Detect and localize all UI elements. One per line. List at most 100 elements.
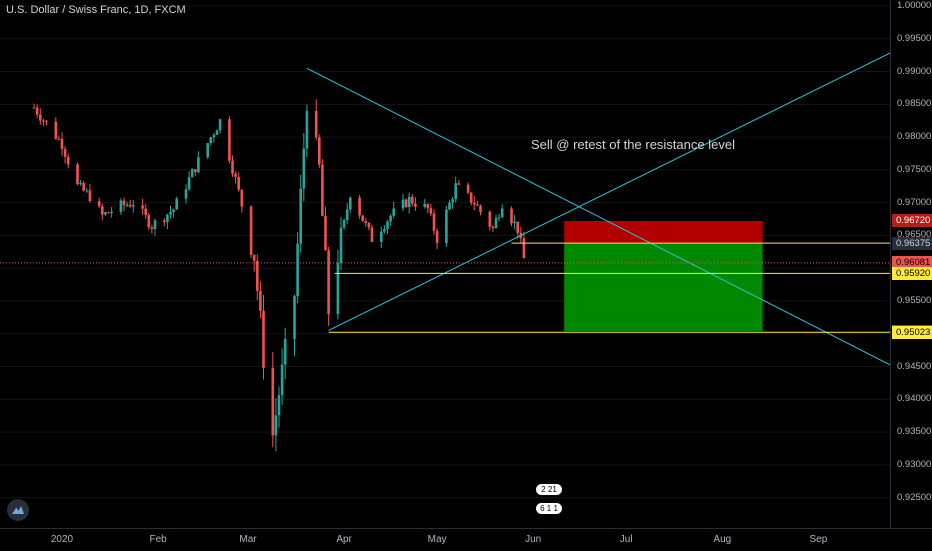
candle-body (206, 143, 209, 158)
candle-body (85, 190, 89, 192)
price-tick: 0.97500 (897, 163, 932, 175)
price-tick: 0.94000 (897, 393, 932, 405)
candle-body (339, 227, 343, 263)
price-tick: 0.93500 (897, 426, 932, 438)
candle-body (389, 215, 392, 222)
candle-body (215, 130, 219, 135)
candle-body (349, 197, 352, 210)
candle-body (32, 107, 36, 109)
time-tick: Aug (713, 534, 732, 545)
economic-event-flag-icon[interactable]: 2 21 (536, 484, 562, 495)
candle-body (516, 221, 519, 233)
candle-body (259, 290, 262, 311)
price-tick: 0.93000 (897, 458, 932, 470)
candle-body (327, 250, 330, 315)
candle-body (132, 205, 135, 207)
price-badge: 0.95023 (892, 325, 932, 339)
candle-body (429, 208, 433, 214)
candle-body (190, 169, 194, 178)
candle-body (510, 208, 513, 224)
candle-body (392, 208, 395, 216)
candle-body (234, 173, 237, 177)
candle-body (110, 211, 113, 214)
time-tick: Sep (809, 534, 828, 545)
candle-body (184, 189, 188, 199)
candle-body (256, 260, 259, 291)
candle-body (101, 206, 104, 215)
time-axis[interactable]: 2020 Feb Mar Apr May Jun Jul Aug Sep (0, 528, 932, 551)
candle-body (63, 148, 67, 157)
price-badge: 0.96375 (892, 237, 932, 251)
take-profit-zone (564, 243, 763, 332)
candle-body (45, 120, 48, 122)
candle-body (57, 138, 61, 140)
price-plot[interactable] (0, 0, 890, 528)
candle-body (411, 196, 414, 204)
candle-body (172, 209, 175, 213)
candle-body (476, 204, 479, 206)
candle-body (401, 199, 405, 209)
candle-body (107, 212, 110, 214)
candle-body (370, 227, 374, 242)
candle-body (448, 202, 451, 210)
candle-body (457, 183, 461, 185)
candle-body (361, 215, 364, 222)
candle-body (228, 119, 231, 161)
candle-body (299, 188, 302, 244)
time-tick: Mar (239, 534, 257, 545)
candle-body (274, 415, 278, 436)
candle-body (513, 221, 516, 224)
candle-body (237, 176, 240, 190)
candle-body (296, 243, 299, 297)
candle-body (153, 220, 157, 229)
candle-body (345, 209, 349, 221)
candle-body (271, 367, 275, 436)
tradingview-logo-icon[interactable] (7, 499, 29, 521)
candle-body (336, 262, 340, 315)
candle-body (404, 199, 408, 207)
chart-area[interactable] (0, 0, 890, 528)
candle-body (324, 216, 327, 251)
candle-body (432, 213, 436, 231)
candle-body (249, 206, 253, 255)
candle-body (386, 221, 389, 229)
price-tick: 0.98000 (897, 131, 932, 143)
economic-event-flag-icon[interactable]: 6 1 1 (536, 503, 562, 514)
candle-body (60, 138, 64, 149)
candle-body (66, 156, 70, 165)
candle-body (494, 218, 498, 229)
candle-body (367, 222, 371, 228)
candle-body (122, 200, 126, 206)
time-tick: May (427, 534, 447, 545)
candle-body (466, 184, 470, 193)
candle-body (147, 215, 151, 228)
symbol-title[interactable]: U.S. Dollar / Swiss Franc, 1D, FXCM (6, 4, 186, 16)
candle-body (491, 226, 495, 229)
price-tick: 0.98500 (897, 98, 932, 110)
trendline (328, 52, 890, 331)
candle-body (414, 203, 417, 207)
trade-annotation[interactable]: Sell @ retest of the resistance level (531, 137, 735, 152)
price-axis[interactable]: 1.00000 0.99500 0.99000 0.98500 0.98000 0.975… (890, 0, 932, 528)
candle-body (473, 202, 476, 205)
candle-body (218, 119, 222, 131)
candle-body (209, 137, 213, 144)
candle-body (39, 114, 42, 121)
candle-body (144, 208, 147, 216)
price-badge: 0.96720 (892, 214, 932, 228)
candle-body (500, 208, 504, 218)
candle-body (88, 190, 92, 202)
stop-loss-zone (564, 220, 763, 244)
candle-body (197, 157, 200, 173)
price-tick: 0.92500 (897, 491, 932, 503)
candle-body (454, 183, 457, 200)
candle-body (252, 254, 256, 261)
candle-body (141, 205, 144, 209)
candle-body (277, 395, 281, 416)
candle-body (42, 120, 45, 122)
candle-body (212, 134, 216, 138)
time-tick: Jun (525, 534, 542, 545)
candle-body (426, 204, 430, 209)
price-tick: 1.00000 (897, 0, 932, 11)
candle-body (469, 192, 473, 203)
